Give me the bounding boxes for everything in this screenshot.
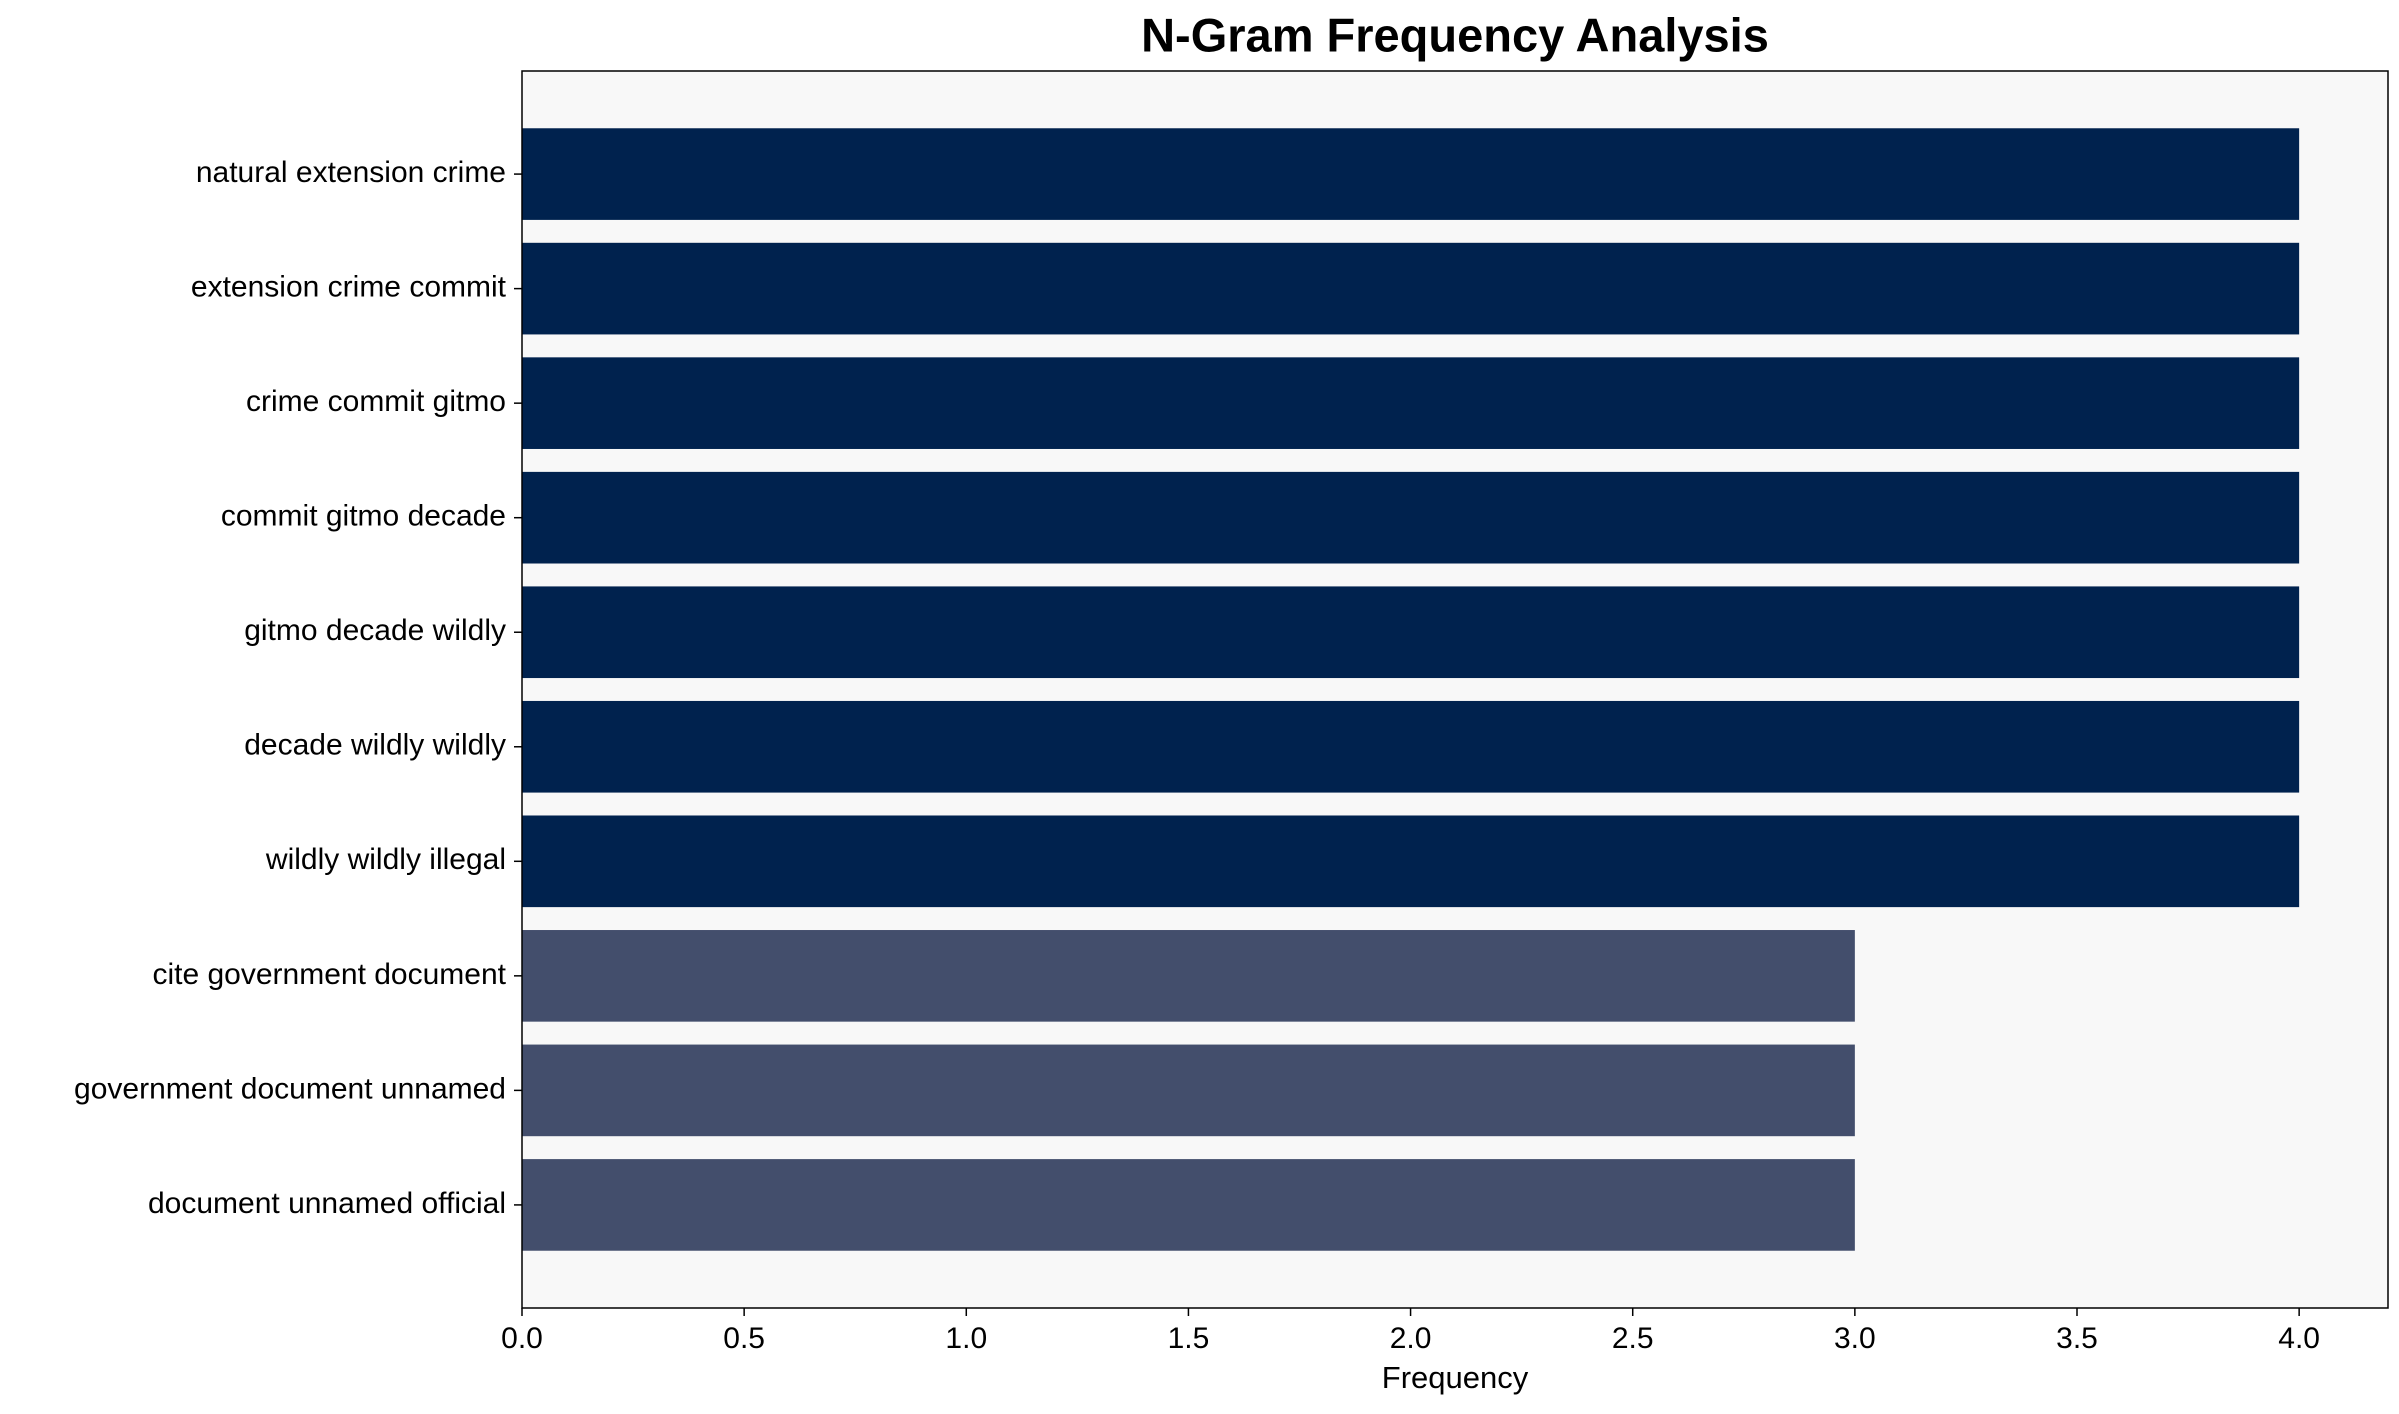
x-axis-label: Frequency (1382, 1360, 1529, 1395)
y-tick-label: extension crime commit (191, 271, 507, 304)
x-tick-label: 1.0 (945, 1322, 987, 1355)
chart-title: N-Gram Frequency Analysis (1141, 8, 1769, 61)
bar (522, 242, 2300, 335)
bar (522, 815, 2300, 908)
y-tick-label: decade wildly wildly (244, 729, 506, 762)
x-tick-label: 0.0 (501, 1322, 543, 1355)
bar (522, 700, 2300, 793)
x-tick-label: 3.5 (2056, 1322, 2098, 1355)
x-tick-label: 1.5 (1168, 1322, 1210, 1355)
x-tick-label: 2.0 (1390, 1322, 1432, 1355)
y-tick-label: government document unnamed (74, 1072, 506, 1105)
y-tick-label: cite government document (152, 958, 506, 991)
x-tick-label: 3.0 (1834, 1322, 1876, 1355)
x-tick-label: 4.0 (2278, 1322, 2320, 1355)
bar (522, 586, 2300, 679)
bar (522, 128, 2300, 220)
y-tick-label: natural extension crime (196, 156, 506, 189)
y-tick-label: document unnamed official (148, 1187, 506, 1220)
bar (522, 471, 2300, 564)
y-tick-label: crime commit gitmo (246, 385, 506, 418)
bar (522, 357, 2300, 449)
bar (522, 930, 1855, 1022)
x-tick-label: 2.5 (1612, 1322, 1654, 1355)
y-tick-label: gitmo decade wildly (244, 614, 506, 647)
bar (522, 1044, 1855, 1137)
x-tick-label: 0.5 (723, 1322, 765, 1355)
bar (522, 1159, 1855, 1251)
y-tick-label: wildly wildly illegal (265, 843, 506, 876)
y-tick-label: commit gitmo decade (221, 500, 506, 533)
plot-frame (521, 70, 2389, 1309)
